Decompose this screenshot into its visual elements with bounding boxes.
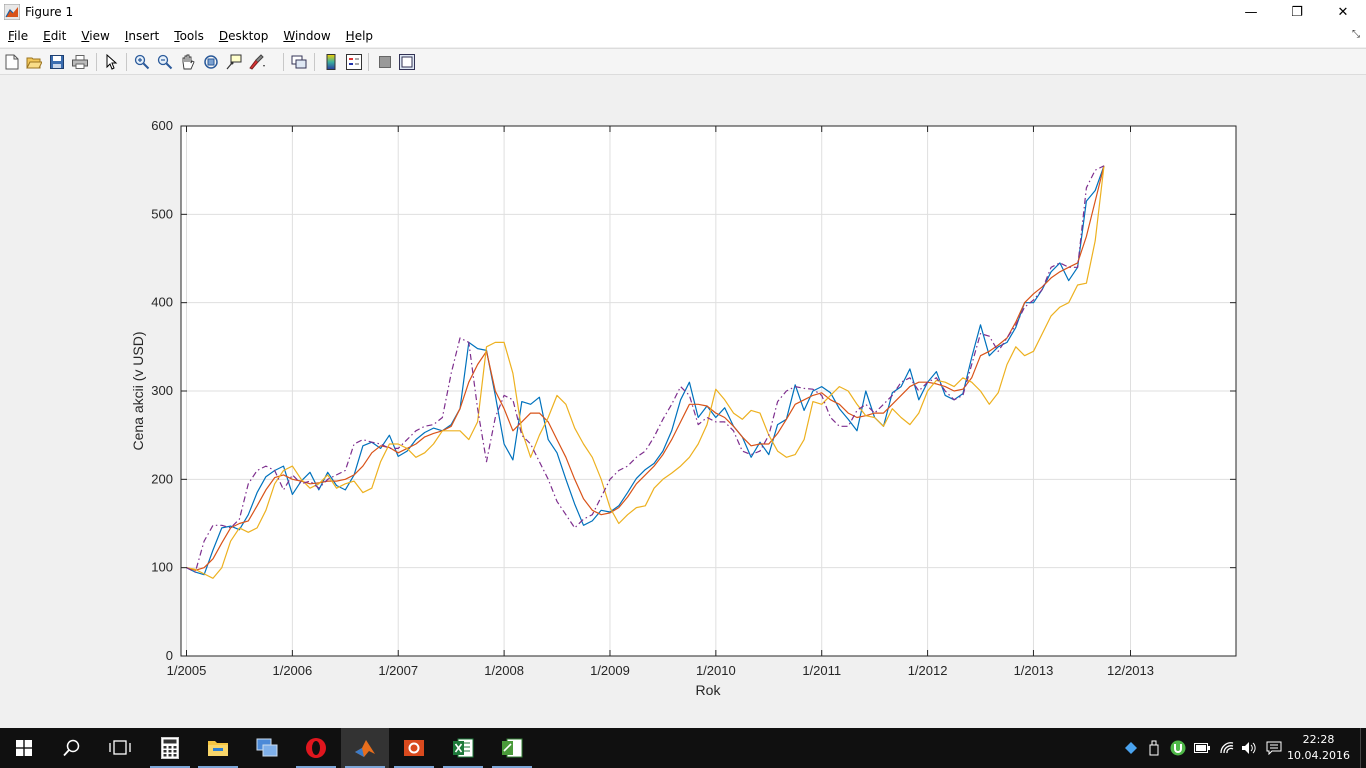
rotate-3d-icon[interactable] — [202, 53, 220, 71]
menu-window[interactable]: Window — [283, 28, 331, 43]
windows-taskbar: 22:28 10.04.2016 — [0, 728, 1366, 768]
legend-icon[interactable] — [345, 53, 363, 71]
show-desktop-button[interactable] — [1360, 728, 1366, 768]
close-icon: ✕ — [1337, 4, 1349, 20]
x-tick-label: 1/2008 — [484, 663, 524, 678]
task-underline — [394, 766, 434, 768]
task-underline — [492, 766, 532, 768]
toolbar-separator — [314, 53, 315, 71]
usb-drive-icon[interactable] — [1146, 740, 1162, 756]
matlab-icon[interactable] — [341, 728, 389, 768]
x-tick-label: 12/2013 — [1107, 663, 1154, 678]
y-tick-label: 500 — [151, 206, 173, 221]
figure-toolbar — [0, 48, 1366, 75]
minimize-button[interactable]: — — [1228, 0, 1274, 24]
y-tick-label: 300 — [151, 383, 173, 398]
toolbar-separator — [368, 53, 369, 71]
excel-icon[interactable] — [439, 728, 487, 768]
brush-icon[interactable] — [248, 53, 266, 71]
menu-bar: File Edit View Insert Tools Desktop Wind… — [0, 24, 1366, 47]
x-tick-label: 1/2005 — [167, 663, 207, 678]
toolbar-separator — [96, 53, 97, 71]
volume-icon[interactable] — [1241, 740, 1257, 756]
new-figure-icon[interactable] — [3, 53, 21, 71]
task-underline — [345, 766, 385, 768]
opera-icon[interactable] — [292, 728, 340, 768]
y-tick-label: 600 — [151, 118, 173, 133]
pointer-icon[interactable] — [103, 53, 121, 71]
toolbar-separator — [283, 53, 284, 71]
open-file-icon[interactable] — [25, 53, 43, 71]
notification-icon[interactable] — [1266, 740, 1282, 756]
restore-icon: ❐ — [1291, 4, 1303, 20]
task-underline — [296, 766, 336, 768]
x-tick-label: 1/2006 — [272, 663, 312, 678]
office-icon[interactable] — [390, 728, 438, 768]
y-tick-label: 0 — [166, 648, 173, 663]
project-icon[interactable] — [488, 728, 536, 768]
clock-time: 22:28 — [1302, 733, 1335, 746]
search-icon[interactable] — [48, 728, 96, 768]
series-lines — [186, 165, 1105, 579]
utorrent-icon[interactable] — [1170, 740, 1186, 756]
x-axis-label: Rok — [696, 682, 722, 698]
x-tick-label: 1/2007 — [378, 663, 418, 678]
menu-file[interactable]: File — [8, 28, 29, 43]
toolbar-separator — [126, 53, 127, 71]
hide-plot-tools-icon[interactable] — [376, 53, 394, 71]
windows-start-icon[interactable] — [0, 728, 48, 768]
calculator-icon[interactable] — [146, 728, 194, 768]
battery-icon[interactable] — [1194, 740, 1210, 756]
x-tick-label: 1/2010 — [696, 663, 736, 678]
task-view-icon[interactable] — [96, 728, 144, 768]
wifi-icon[interactable] — [1219, 740, 1235, 756]
y-tick-label: 100 — [151, 560, 173, 575]
task-underline — [150, 766, 190, 768]
x-tick-label: 1/2011 — [802, 663, 841, 678]
window-titlebar: Figure 1 — ❐ ✕ — [0, 0, 1366, 24]
minimize-icon: — — [1244, 4, 1258, 20]
colorbar-icon[interactable] — [322, 53, 340, 71]
line-chart[interactable]: 0 100 200 300 400 500 600 1/2005 1/2006 1/2007 1/2… — [0, 76, 1366, 728]
system-clock[interactable]: 22:28 10.04.2016 — [1287, 732, 1350, 764]
close-button[interactable]: ✕ — [1320, 0, 1366, 24]
series-line-3[interactable] — [186, 165, 1105, 579]
show-plot-tools-icon[interactable] — [398, 53, 416, 71]
chevron-icon[interactable]: ⤡ — [1352, 29, 1360, 40]
menu-insert[interactable]: Insert — [124, 28, 160, 43]
menu-view[interactable]: View — [81, 28, 110, 43]
zoom-in-icon[interactable] — [133, 53, 151, 71]
menu-help[interactable]: Help — [345, 28, 374, 43]
y-tick-label: 400 — [151, 295, 173, 310]
y-tick-label: 200 — [151, 471, 173, 486]
save-icon[interactable] — [48, 53, 66, 71]
figure-canvas[interactable]: 0 100 200 300 400 500 600 1/2005 1/2006 1/2007 1/2… — [0, 76, 1366, 728]
file-explorer-icon[interactable] — [194, 728, 242, 768]
zoom-out-icon[interactable] — [156, 53, 174, 71]
network-app-icon[interactable] — [243, 728, 291, 768]
clock-date: 10.04.2016 — [1287, 749, 1350, 762]
x-tick-label: 1/2013 — [1014, 663, 1054, 678]
axis-ticks: 0 100 200 300 400 500 600 1/2005 1/2006 1/2007 1/2… — [151, 118, 1236, 678]
x-tick-label: 1/2009 — [590, 663, 630, 678]
link-plot-icon[interactable] — [290, 53, 308, 71]
data-cursor-icon[interactable] — [225, 53, 243, 71]
matlab-figure-icon — [4, 4, 20, 20]
y-axis-label: Cena akcii (v USD) — [130, 331, 146, 450]
dropbox-icon[interactable] — [1123, 740, 1139, 756]
x-tick-label: 1/2012 — [908, 663, 948, 678]
series-line-4[interactable] — [186, 165, 1105, 573]
task-underline — [198, 766, 238, 768]
menu-tools[interactable]: Tools — [174, 28, 204, 43]
window-title: Figure 1 — [25, 5, 74, 19]
restore-button[interactable]: ❐ — [1274, 0, 1320, 24]
task-underline — [443, 766, 483, 768]
menu-edit[interactable]: Edit — [43, 28, 67, 43]
print-icon[interactable] — [71, 53, 89, 71]
pan-icon[interactable] — [179, 53, 197, 71]
menu-desktop[interactable]: Desktop — [218, 28, 269, 43]
series-line-2[interactable] — [186, 165, 1105, 571]
